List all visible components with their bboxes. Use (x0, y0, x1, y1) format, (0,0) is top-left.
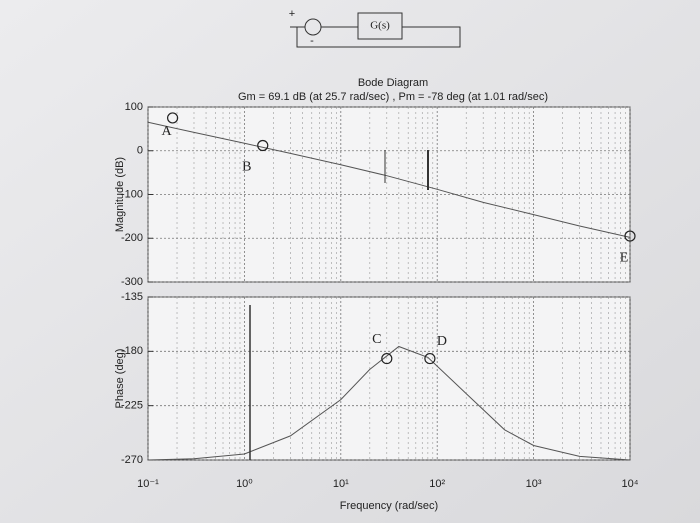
annotation-marker (381, 352, 393, 365)
y-tick-label: 0 (137, 145, 143, 157)
y-tick-label: -180 (121, 345, 143, 357)
plot-area (147, 296, 631, 461)
y-axis-label: Phase (deg) (114, 349, 126, 409)
annotation-label: A (162, 124, 173, 139)
x-tick-label: 10² (429, 478, 445, 490)
x-tick-label: 10⁴ (622, 478, 639, 490)
annotation-label: E (620, 250, 629, 265)
annotation-label: B (242, 160, 251, 175)
x-tick-label: 10⁻¹ (137, 478, 159, 490)
block-box (357, 12, 403, 40)
y-tick-label: -135 (121, 291, 143, 303)
y-tick-label: -225 (121, 400, 143, 412)
series-line (147, 345, 631, 461)
annotation-marker (424, 352, 436, 365)
feedback-line (296, 26, 461, 48)
y-tick-label: -270 (121, 454, 143, 466)
chart-subtitle: Gm = 69.1 dB (at 25.7 rad/sec) , Pm = -7… (238, 91, 548, 103)
x-tick-label: 10¹ (333, 478, 349, 490)
series-line (147, 121, 631, 238)
block-diagram (290, 12, 461, 48)
plus-sign: + (289, 8, 295, 20)
annotation-label: D (437, 334, 447, 349)
x-tick-label: 10⁰ (236, 478, 253, 490)
block-label: G(s) (370, 20, 390, 32)
y-tick-label: -200 (121, 232, 143, 244)
y-tick-label: -100 (121, 188, 143, 200)
minus-sign: - (310, 35, 314, 47)
annotation-marker (167, 112, 179, 124)
x-tick-label: 10³ (526, 478, 542, 490)
annotation-label: C (372, 332, 381, 347)
y-axis-label: Magnitude (dB) (114, 157, 126, 232)
annotation-marker (257, 139, 269, 152)
bode-plot: 100 0 -100 -200 -300 A B E Magnitude (dB) -135 -18… (114, 77, 639, 512)
y-tick-label: 100 (125, 101, 143, 113)
margin-markers (249, 150, 429, 460)
chart-title: Bode Diagram (358, 77, 428, 89)
y-tick-label: -300 (121, 276, 143, 288)
annotation-marker (624, 230, 636, 242)
x-axis-label: Frequency (rad/sec) (340, 500, 438, 512)
